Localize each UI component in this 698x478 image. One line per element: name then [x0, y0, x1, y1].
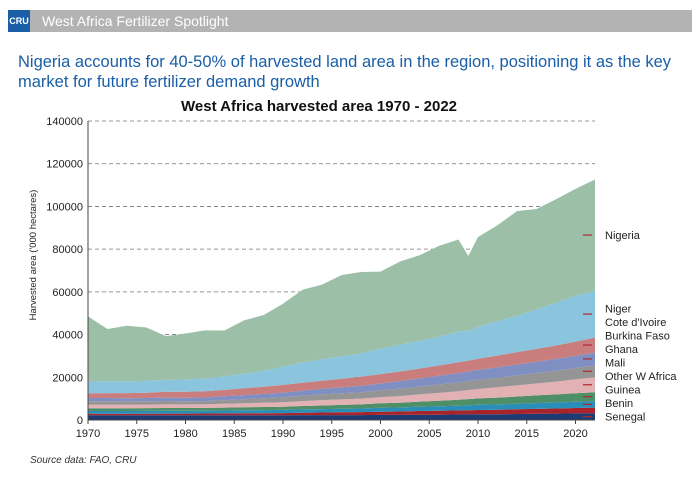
- x-tick-label: 1995: [320, 428, 344, 440]
- legend-label-nigeria: Nigeria: [605, 230, 641, 242]
- x-tick-label: 1975: [125, 428, 149, 440]
- area-burkina-faso: [88, 352, 595, 402]
- y-tick-label: 100000: [46, 201, 83, 213]
- y-tick-label: 120000: [46, 159, 83, 171]
- legend-label-senegal: Senegal: [605, 412, 645, 424]
- y-tick-label: 80000: [52, 244, 83, 256]
- legend-label-ghana: Ghana: [605, 344, 639, 356]
- x-ticks: 1970 1975 1980 1985 1990 1995 2000 2005 2010 2015…: [76, 420, 588, 440]
- y-tick-label: 40000: [52, 330, 83, 342]
- area-cote-d-ivoire: [88, 337, 595, 399]
- banner-title: West Africa Fertilizer Spotlight: [42, 13, 229, 29]
- area-niger: [88, 290, 595, 394]
- x-tick-label: 1970: [76, 428, 100, 440]
- area-chart: West Africa harvested area 1970 - 2022 H…: [28, 98, 677, 440]
- header-banner: CRU West Africa Fertilizer Spotlight: [8, 10, 692, 32]
- legend-label-niger: Niger: [605, 304, 632, 316]
- area-other-w-africa: [88, 392, 595, 411]
- legend-label-other-w-africa: Other W Africa: [605, 371, 677, 383]
- area-ghana: [88, 365, 595, 405]
- y-ticks: 0 20000 40000 60000 80000 100000 120000 140000: [46, 116, 83, 427]
- area-series: [88, 179, 595, 420]
- x-tick-label: 1980: [173, 428, 197, 440]
- cru-logo: CRU: [8, 10, 30, 32]
- area-benin: [88, 407, 595, 416]
- area-nigeria: [88, 179, 595, 382]
- area-mali: [88, 377, 595, 409]
- source-note: Source data: FAO, CRU: [30, 455, 137, 466]
- area-guinea: [88, 401, 595, 414]
- legend-label-benin: Benin: [605, 398, 633, 410]
- y-axis-label: Harvested area ('000 hectares): [28, 190, 39, 321]
- y-tick-label: 0: [77, 415, 83, 427]
- chart-title: West Africa harvested area 1970 - 2022: [181, 98, 457, 115]
- legend-label-mali: Mali: [605, 358, 625, 370]
- area-senegal: [88, 413, 595, 420]
- legend-label-cote-d-ivoire: Cote d'Ivoire: [605, 317, 666, 329]
- x-tick-label: 2010: [466, 428, 490, 440]
- legend-label-guinea: Guinea: [605, 385, 641, 397]
- x-tick-label: 1990: [271, 428, 295, 440]
- y-tick-label: 20000: [52, 372, 83, 384]
- x-tick-label: 2005: [417, 428, 441, 440]
- headline: Nigeria accounts for 40-50% of harvested…: [18, 53, 672, 91]
- x-tick-label: 2000: [368, 428, 392, 440]
- legend-label-burkina-faso: Burkina Faso: [605, 331, 670, 343]
- x-tick-label: 2020: [563, 428, 587, 440]
- y-tick-label: 140000: [46, 116, 83, 128]
- y-tick-label: 60000: [52, 287, 83, 299]
- x-tick-label: 1985: [222, 428, 246, 440]
- axes: [87, 121, 595, 421]
- x-tick-label: 2015: [515, 428, 539, 440]
